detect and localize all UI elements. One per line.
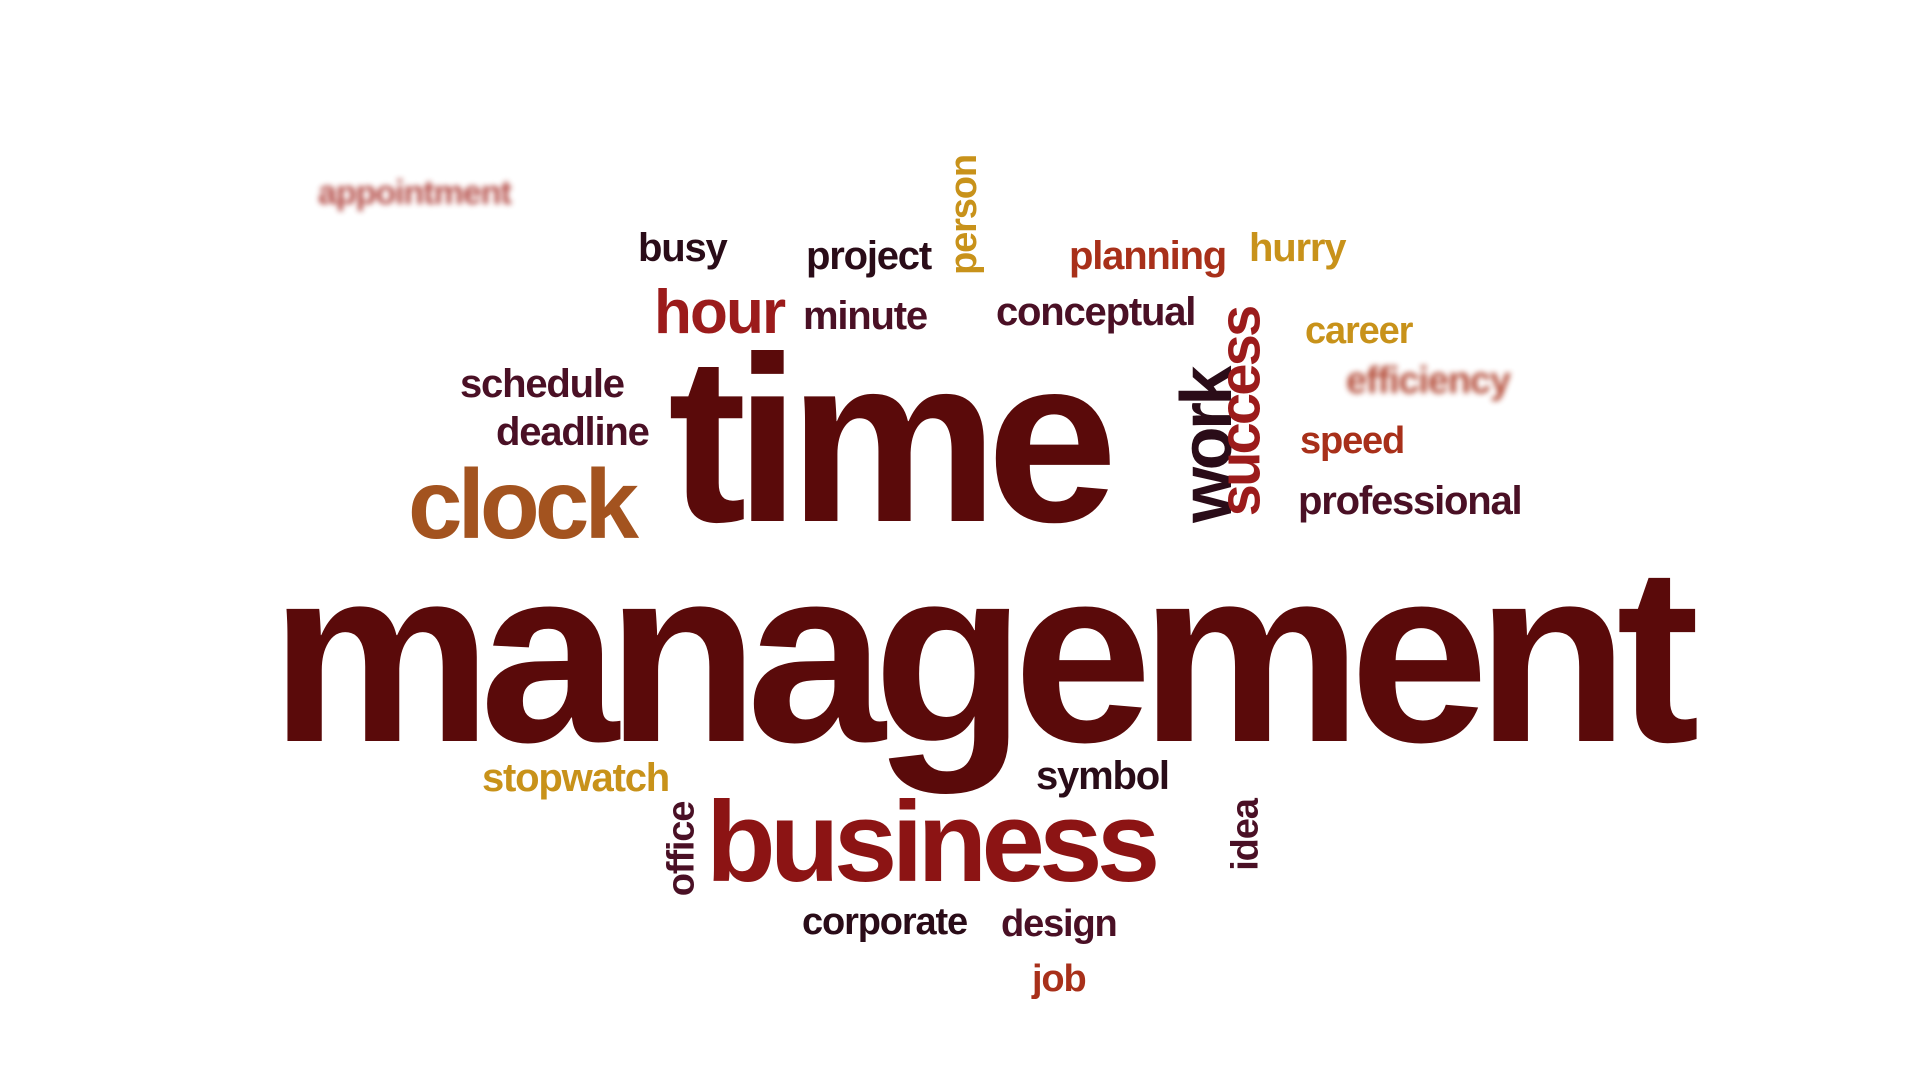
word-job: job (1032, 958, 1087, 1000)
word-speed: speed (1300, 420, 1405, 462)
word-minute: minute (803, 294, 928, 338)
word-schedule: schedule (460, 362, 625, 406)
word-success: success (1207, 307, 1273, 517)
word-design: design (1001, 903, 1118, 945)
word-project: project (806, 234, 932, 278)
word-professional: professional (1298, 479, 1523, 523)
word-clock: clock (408, 449, 639, 559)
word-idea: idea (1224, 799, 1267, 871)
word-conceptual: conceptual (996, 290, 1196, 334)
word-stopwatch: stopwatch (482, 756, 670, 800)
word-business: business (706, 779, 1160, 906)
word-deadline: deadline (496, 410, 650, 454)
word-appointment: appointment (318, 174, 512, 212)
word-person: person (942, 155, 985, 275)
word-symbol: symbol (1036, 754, 1170, 798)
word-hour: hour (654, 278, 786, 347)
word-time: time (668, 308, 1118, 572)
word-office: office (660, 801, 703, 897)
word-hurry: hurry (1249, 226, 1346, 270)
word-efficiency: efficiency (1346, 360, 1511, 402)
word-planning: planning (1069, 234, 1227, 278)
word-management: management (270, 515, 1700, 794)
word-career: career (1305, 310, 1413, 352)
word-corporate: corporate (802, 901, 968, 943)
word-busy: busy (638, 226, 728, 270)
